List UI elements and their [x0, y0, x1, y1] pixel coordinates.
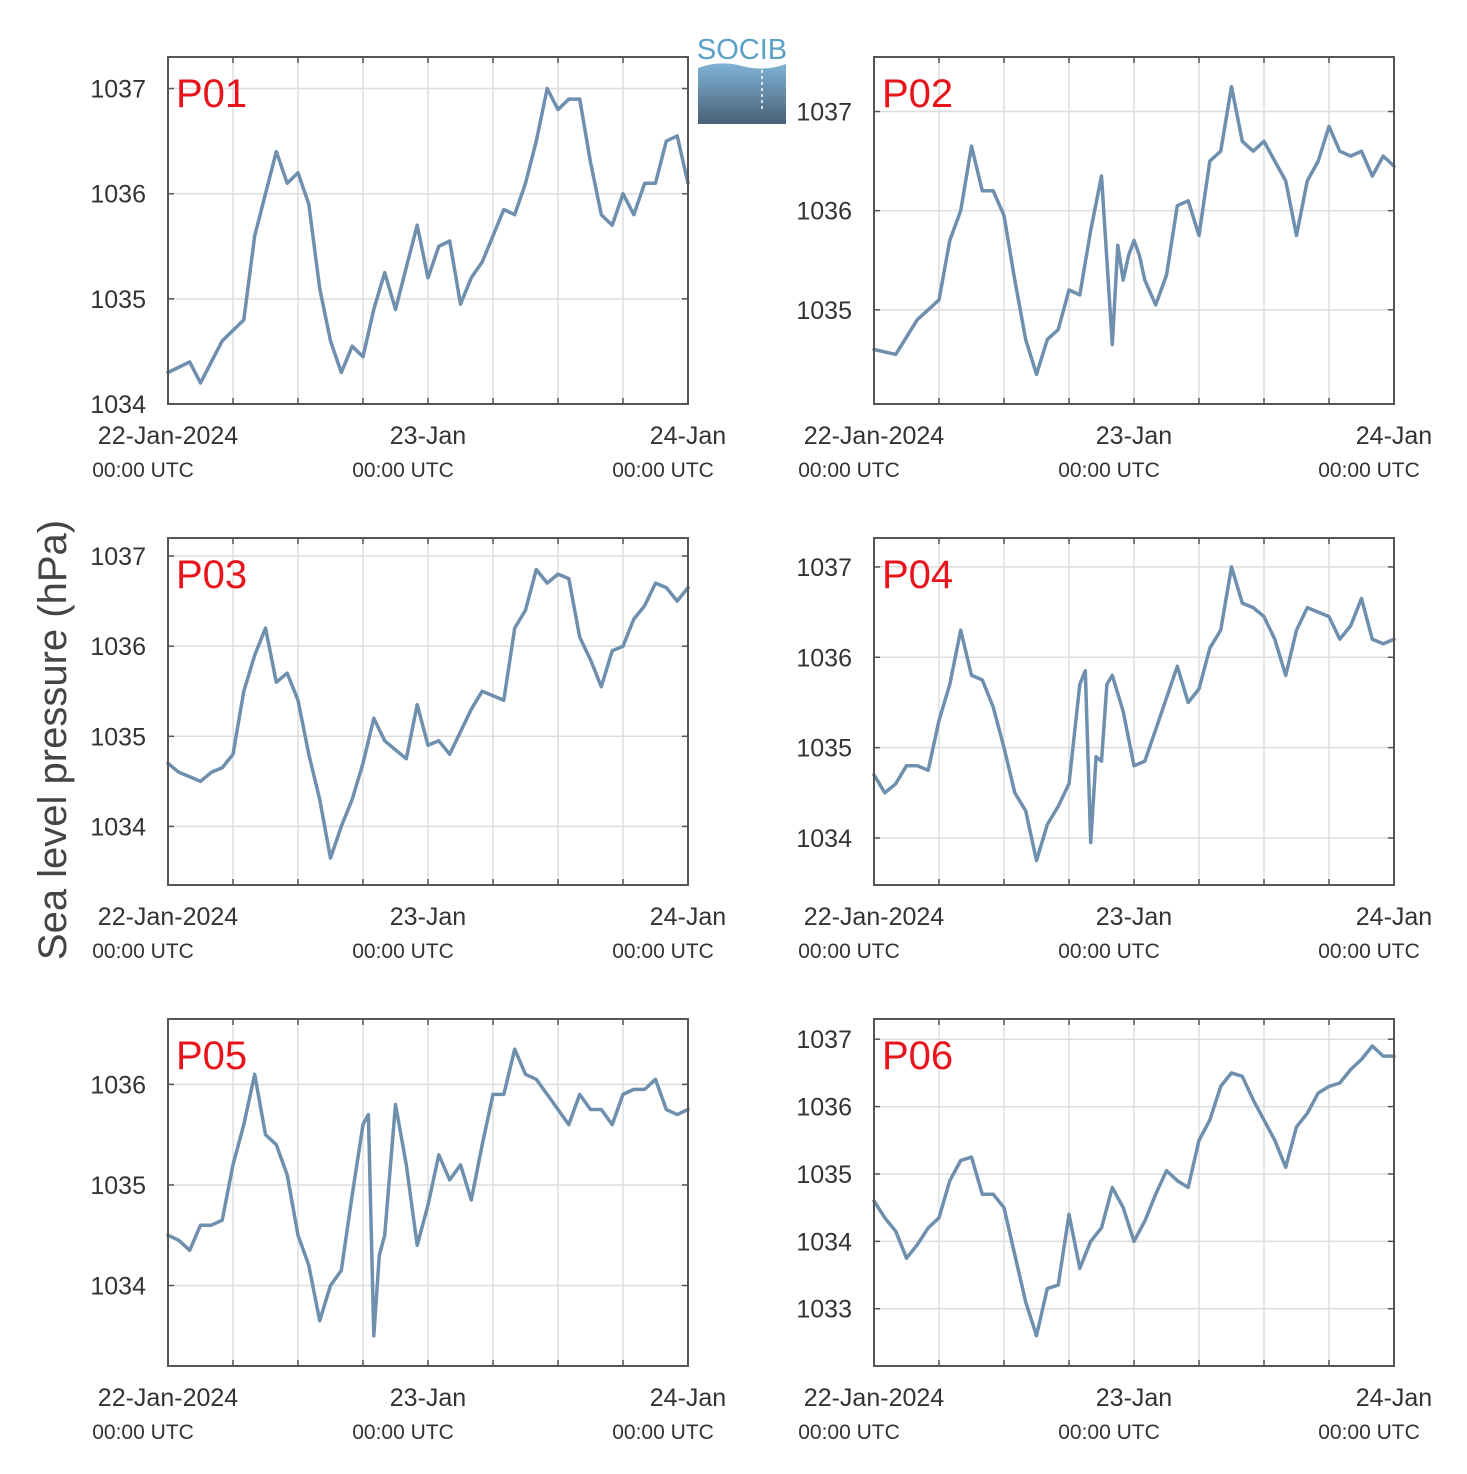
- plot-frame: [167, 537, 689, 886]
- y-tick-label: 1037: [796, 99, 852, 127]
- x-tick-label: 24-Jan: [650, 422, 726, 450]
- x-tick-sublabel: 00:00 UTC: [1058, 940, 1160, 963]
- chart-panel-p02: 1035 1036 1037 P02 22-Jan-2024 00:00 UTC 23-Ja…: [796, 56, 1432, 482]
- y-tick-label: 1034: [90, 391, 146, 419]
- y-tick-label: 1034: [90, 813, 146, 841]
- series-line-p06: [872, 1044, 1396, 1338]
- chart-panel-p01: 1034 1035 1036 1037 P01 22-Jan-2024 00:00 UTC 2…: [90, 56, 726, 482]
- y-tick-label: 1035: [90, 286, 146, 314]
- x-tick-sublabel: 00:00 UTC: [92, 1421, 194, 1444]
- y-tick-label: 1037: [796, 554, 852, 582]
- y-tick-label: 1034: [796, 1228, 852, 1256]
- logo-wave: [698, 63, 786, 124]
- plot-frame: [167, 56, 689, 405]
- y-tick-label: 1035: [796, 735, 852, 763]
- x-tick-label: 24-Jan: [1356, 903, 1432, 931]
- y-axis-label: Sea level pressure (hPa): [31, 520, 75, 960]
- x-tick-label: 22-Jan-2024: [98, 1384, 238, 1412]
- y-tick-label: 1034: [90, 1273, 146, 1301]
- y-tick-label: 1033: [796, 1296, 852, 1324]
- x-tick-label: 24-Jan: [1356, 1384, 1432, 1412]
- y-tick-label: 1037: [796, 1026, 852, 1054]
- x-tick-label: 22-Jan-2024: [98, 422, 238, 450]
- y-tick-label: 1037: [90, 76, 146, 104]
- x-tick-sublabel: 00:00 UTC: [352, 459, 454, 482]
- x-tick-label: 24-Jan: [650, 903, 726, 931]
- panel-label: P06: [882, 1034, 953, 1078]
- x-tick-sublabel: 00:00 UTC: [612, 459, 714, 482]
- x-tick-sublabel: 00:00 UTC: [612, 940, 714, 963]
- chart-panel-p03: 1034 1035 1036 1037 P03 22-Jan-2024 00:00 UTC 2…: [90, 537, 726, 963]
- x-tick-label: 23-Jan: [390, 422, 466, 450]
- plot-frame: [167, 1018, 689, 1367]
- x-tick-sublabel: 00:00 UTC: [92, 940, 194, 963]
- plot-frame: [873, 537, 1395, 886]
- x-tick-label: 23-Jan: [390, 1384, 466, 1412]
- x-tick-sublabel: 00:00 UTC: [352, 1421, 454, 1444]
- panel-label: P04: [882, 553, 953, 597]
- x-tick-sublabel: 00:00 UTC: [1058, 1421, 1160, 1444]
- y-tick-label: 1035: [796, 1161, 852, 1189]
- x-tick-label: 23-Jan: [1096, 903, 1172, 931]
- x-tick-label: 24-Jan: [650, 1384, 726, 1412]
- panel-label: P02: [882, 72, 953, 116]
- series-line-p01: [166, 86, 690, 385]
- chart-panel-p06: 1033 1034 1035 1036 1037 P06 22-Jan-2024 00:00 …: [796, 1018, 1432, 1444]
- y-tick-label: 1035: [796, 297, 852, 325]
- y-tick-label: 1036: [796, 1094, 852, 1122]
- y-tick-label: 1035: [90, 1172, 146, 1200]
- panel-label: P01: [176, 72, 247, 116]
- x-tick-sublabel: 00:00 UTC: [612, 1421, 714, 1444]
- panel-label: P03: [176, 553, 247, 597]
- series-line-p02: [872, 84, 1396, 377]
- y-tick-label: 1036: [90, 1071, 146, 1099]
- y-tick-label: 1035: [90, 723, 146, 751]
- x-tick-sublabel: 00:00 UTC: [798, 940, 900, 963]
- series-line-p05: [166, 1047, 690, 1338]
- y-tick-label: 1036: [796, 198, 852, 226]
- chart-panel-p05: 1034 1035 1036 P05 22-Jan-2024 00:00 UTC 23-Ja…: [90, 1018, 726, 1444]
- y-tick-label: 1036: [90, 633, 146, 661]
- y-tick-label: 1036: [90, 181, 146, 209]
- x-tick-sublabel: 00:00 UTC: [798, 459, 900, 482]
- x-tick-sublabel: 00:00 UTC: [92, 459, 194, 482]
- panel-label: P05: [176, 1034, 247, 1078]
- x-tick-sublabel: 00:00 UTC: [1318, 940, 1420, 963]
- x-tick-label: 22-Jan-2024: [804, 422, 944, 450]
- x-tick-label: 23-Jan: [1096, 422, 1172, 450]
- y-tick-label: 1034: [796, 825, 852, 853]
- x-tick-sublabel: 00:00 UTC: [1318, 1421, 1420, 1444]
- x-tick-label: 23-Jan: [390, 903, 466, 931]
- plot-frame: [873, 56, 1395, 405]
- chart-panels: 1034 1035 1036 1037 P01 22-Jan-2024 00:00 UTC 2…: [90, 56, 1432, 1444]
- x-tick-label: 22-Jan-2024: [804, 903, 944, 931]
- y-tick-label: 1037: [90, 543, 146, 571]
- x-tick-sublabel: 00:00 UTC: [1058, 459, 1160, 482]
- x-tick-sublabel: 00:00 UTC: [798, 1421, 900, 1444]
- x-tick-sublabel: 00:00 UTC: [1318, 459, 1420, 482]
- x-tick-label: 22-Jan-2024: [98, 903, 238, 931]
- socib-logo: SOCIB: [697, 34, 787, 124]
- series-line-p03: [166, 567, 690, 860]
- x-tick-sublabel: 00:00 UTC: [352, 940, 454, 963]
- series-line-p04: [872, 565, 1396, 863]
- x-tick-label: 24-Jan: [1356, 422, 1432, 450]
- x-tick-label: 23-Jan: [1096, 1384, 1172, 1412]
- chart-panel-p04: 1034 1035 1036 1037 P04 22-Jan-2024 00:00 UTC 2…: [796, 537, 1432, 963]
- logo-text: SOCIB: [697, 34, 787, 66]
- plot-frame: [873, 1018, 1395, 1367]
- y-tick-label: 1036: [796, 644, 852, 672]
- x-tick-label: 22-Jan-2024: [804, 1384, 944, 1412]
